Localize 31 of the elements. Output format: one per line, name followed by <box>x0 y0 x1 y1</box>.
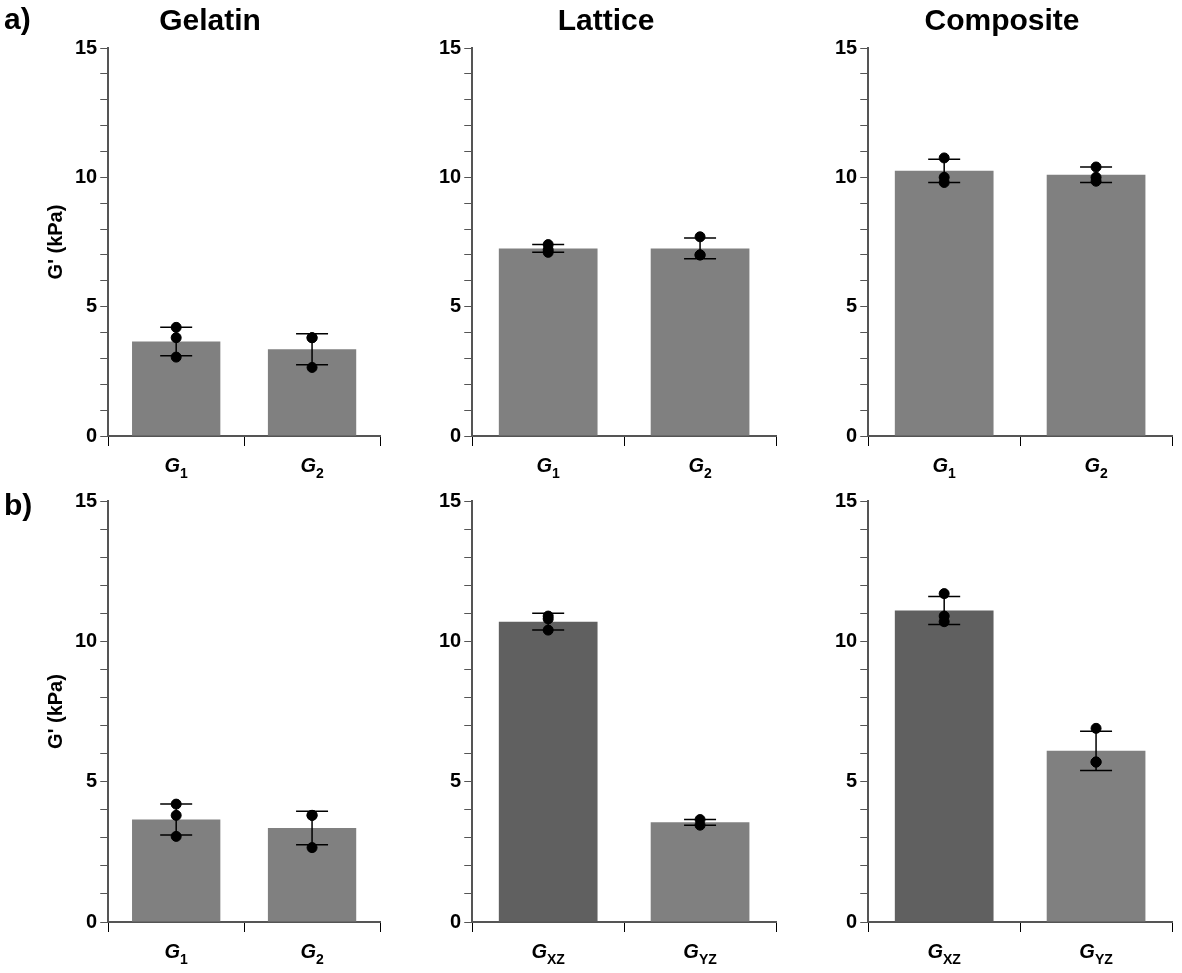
y-tick-label: 15 <box>439 35 462 58</box>
y-tick-label: 10 <box>835 164 858 187</box>
y-tick-label: 0 <box>450 423 462 446</box>
y-tick-label: 5 <box>86 294 98 317</box>
chart-title: Gelatin <box>159 3 261 37</box>
chart-title: Composite <box>924 3 1080 37</box>
chart-title: Lattice <box>557 3 655 37</box>
y-tick-label: 0 <box>846 909 858 932</box>
y-tick-label: 10 <box>439 628 462 651</box>
y-tick-label: 5 <box>846 294 858 317</box>
text: a) <box>4 2 31 36</box>
y-tick-label: 10 <box>835 628 858 651</box>
text: b) <box>4 488 33 522</box>
y-tick-label: 15 <box>835 35 858 58</box>
y-tick-label: 15 <box>75 488 98 511</box>
y-tick-label: 10 <box>75 628 98 651</box>
y-tick-label: 5 <box>450 769 462 792</box>
y-tick-label: 10 <box>439 164 462 187</box>
y-tick-label: 0 <box>86 909 98 932</box>
y-axis-title: G' (kPa) <box>43 674 66 749</box>
y-tick-label: 0 <box>86 423 98 446</box>
y-tick-label: 15 <box>835 488 858 511</box>
y-tick-label: 5 <box>450 294 462 317</box>
y-tick-label: 15 <box>75 35 98 58</box>
y-tick-label: 0 <box>450 909 462 932</box>
y-tick-label: 5 <box>846 769 858 792</box>
y-tick-label: 0 <box>846 423 858 446</box>
y-axis-title: G' (kPa) <box>43 204 66 280</box>
y-tick-label: 15 <box>439 488 462 511</box>
y-tick-label: 10 <box>75 164 98 187</box>
y-tick-label: 5 <box>86 769 98 792</box>
